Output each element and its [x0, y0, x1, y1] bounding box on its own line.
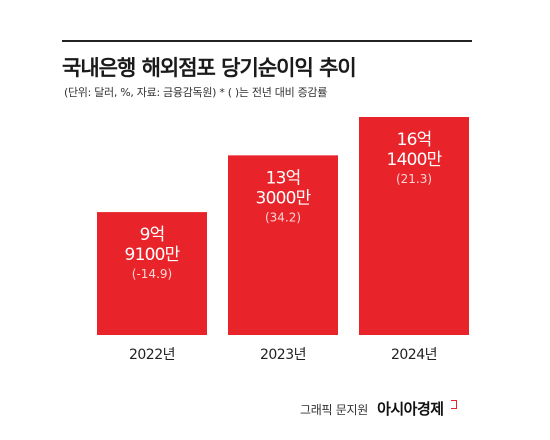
bar-label-2-line1: 13억 [266, 168, 301, 188]
x-tick-label-3: 2024년 [391, 347, 437, 363]
bar-change-2: (34.2) [265, 210, 301, 224]
bar-change-1: (-14.9) [132, 267, 172, 281]
bar-1 [97, 212, 207, 335]
bar-label-3-line2: 1400만 [387, 150, 443, 170]
bar-label-3-line1: 16억 [397, 130, 432, 150]
x-tick-label-2: 2023년 [260, 347, 306, 363]
x-tick-label-1: 2022년 [129, 347, 175, 363]
publisher-mark-icon [450, 400, 457, 409]
graphic-credit: 그래픽 문지원 [300, 403, 368, 417]
bar-2 [228, 155, 338, 335]
bar-label-1-line2: 9100만 [125, 245, 181, 265]
bar-label-1-line1: 9억 [140, 225, 165, 245]
bar-label-2-line2: 3000만 [256, 188, 312, 208]
chart-subtitle: (단위: 달러, %, 자료: 금융감독원) * ( )는 전년 대비 증감률 [64, 86, 328, 99]
bar-3 [359, 117, 469, 335]
publisher-logo: 아시아경제 [377, 400, 444, 418]
credit-line: 그래픽 문지원 아시아경제 [300, 398, 457, 419]
top-rule [62, 40, 472, 42]
bar-change-3: (21.3) [396, 172, 432, 186]
chart-title: 국내은행 해외점포 당기순이익 추이 [62, 56, 357, 80]
